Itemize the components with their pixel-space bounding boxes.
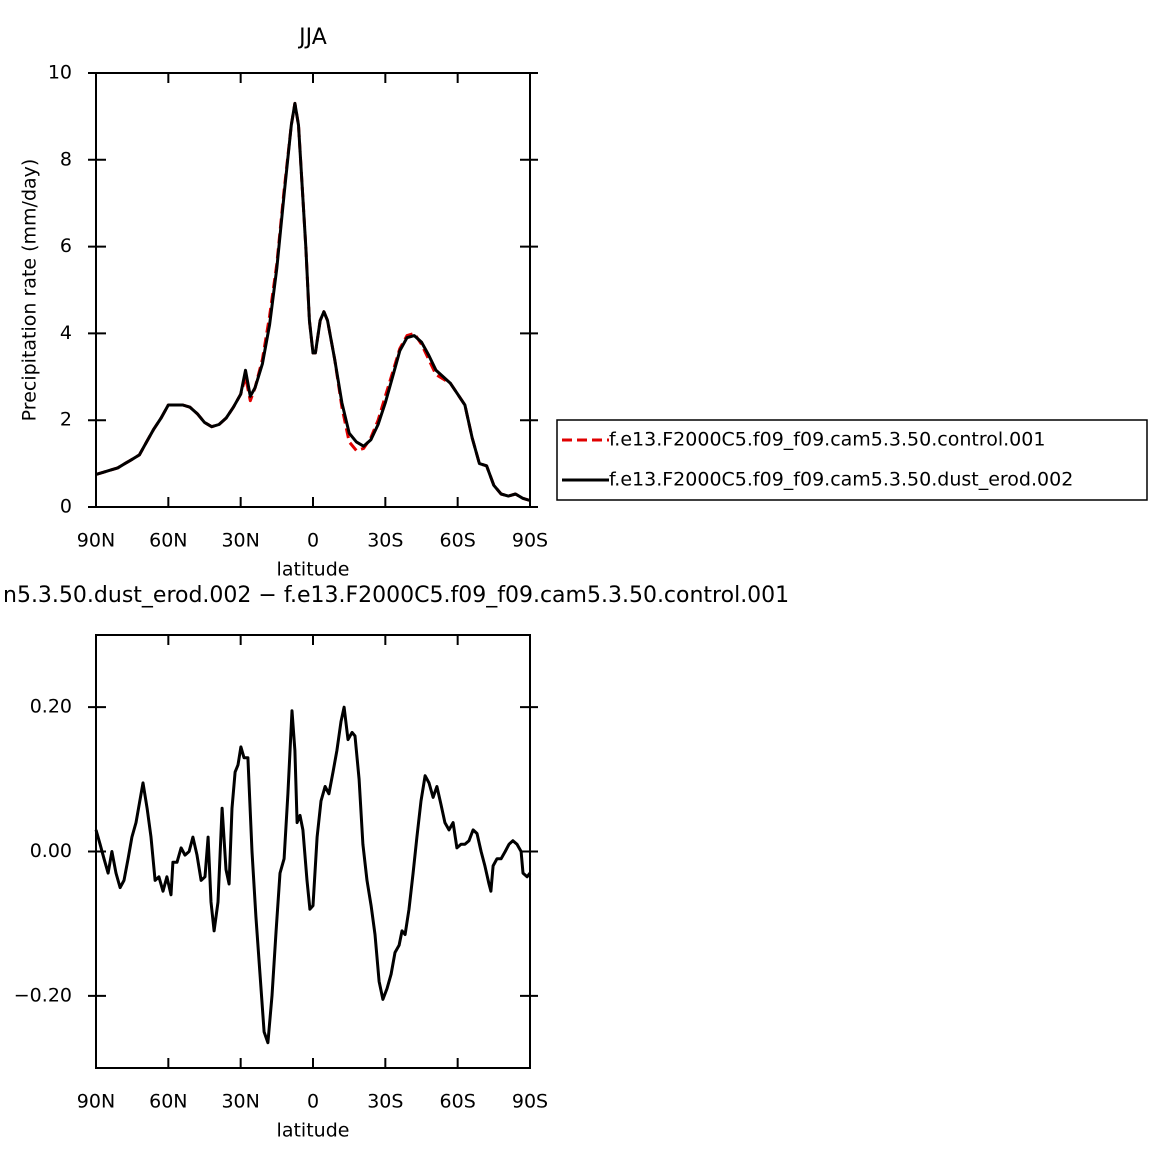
x-tick-label: 0	[307, 1091, 319, 1113]
x-tick-label: 60N	[149, 530, 187, 552]
plot-frame	[95, 634, 531, 1069]
y-tick-label: 0.20	[30, 696, 72, 718]
x-tick-label: 90S	[512, 530, 548, 552]
y-tick-label: −0.20	[14, 984, 72, 1006]
x-tick-label: 60S	[440, 530, 476, 552]
x-tick-label: 60S	[440, 1091, 476, 1113]
data-line	[94, 705, 532, 1045]
y-tick-label: 6	[60, 235, 72, 257]
chart-title: JJA	[297, 25, 327, 50]
y-tick-label: 0.00	[30, 840, 72, 862]
x-tick-label: 30N	[221, 1091, 259, 1113]
x-tick-label: 90S	[512, 1091, 548, 1113]
x-tick-label: 30N	[221, 530, 259, 552]
x-tick-label: 0	[307, 530, 319, 552]
y-tick-label: 10	[48, 62, 72, 84]
y-tick-label: 8	[60, 148, 72, 170]
x-axis-label: latitude	[277, 559, 350, 581]
plot-frame	[95, 72, 531, 508]
data-line	[95, 101, 531, 502]
y-tick-label: 0	[60, 496, 72, 518]
x-tick-label: 90N	[77, 1091, 115, 1113]
legend-box	[556, 419, 1148, 501]
legend-label: f.e13.F2000C5.f09_f09.cam5.3.50.control.…	[609, 429, 1045, 451]
x-tick-label: 30S	[367, 530, 403, 552]
y-tick-label: 2	[60, 409, 72, 431]
x-tick-label: 90N	[77, 530, 115, 552]
x-tick-label: 30S	[367, 1091, 403, 1113]
y-axis-label: Precipitation rate (mm/day)	[19, 159, 41, 422]
chart-title: n5.3.50.dust_erod.002 − f.e13.F2000C5.f0…	[3, 583, 789, 608]
x-axis-label: latitude	[277, 1120, 350, 1142]
legend-label: f.e13.F2000C5.f09_f09.cam5.3.50.dust_ero…	[609, 469, 1073, 491]
x-tick-label: 60N	[149, 1091, 187, 1113]
data-line	[95, 101, 531, 502]
y-tick-label: 4	[60, 322, 72, 344]
